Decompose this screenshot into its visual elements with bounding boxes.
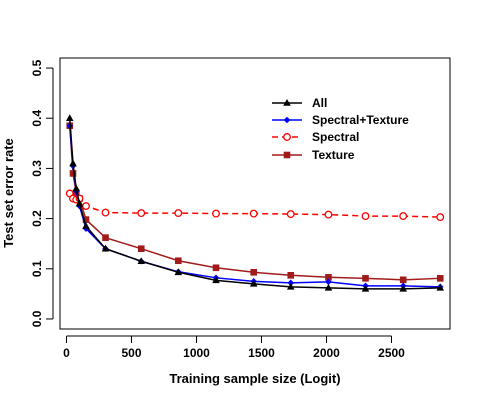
data-point xyxy=(82,222,90,229)
data-point xyxy=(75,199,84,207)
legend-marker xyxy=(283,151,291,159)
data-point xyxy=(324,210,333,219)
legend: All Spectral+Texture Spectral Texture xyxy=(272,96,409,162)
series-line xyxy=(69,125,441,288)
legend-item: Spectral xyxy=(272,130,359,144)
data-point xyxy=(287,272,295,279)
data-point xyxy=(212,264,220,272)
legend-item: All xyxy=(272,96,327,110)
legend-label: Spectral+Texture xyxy=(312,113,409,127)
legend-label: Spectral xyxy=(312,130,359,144)
x-tick-label: 1000 xyxy=(183,346,210,360)
x-tick-label: 0 xyxy=(63,346,70,360)
data-point xyxy=(137,257,146,265)
data-point xyxy=(325,274,332,281)
data-point xyxy=(436,275,444,282)
data-point xyxy=(399,276,407,284)
x-axis: 0 500 1000 1500 2000 2500 xyxy=(63,335,405,360)
data-point xyxy=(249,279,258,287)
legend-label: Texture xyxy=(312,148,355,162)
data-point xyxy=(399,284,407,292)
data-point xyxy=(174,209,183,218)
data-point xyxy=(286,282,295,290)
y-tick-label: 0.0 xyxy=(30,310,44,327)
data-point xyxy=(325,278,332,286)
plot-frame xyxy=(59,57,451,330)
data-point xyxy=(101,244,110,252)
data-point xyxy=(287,279,295,287)
series-layer xyxy=(65,114,445,292)
data-point xyxy=(250,268,257,276)
series-line xyxy=(69,118,441,290)
data-point xyxy=(72,184,81,192)
y-tick-label: 0.3 xyxy=(30,160,44,177)
data-point xyxy=(361,284,370,292)
legend-item: Spectral+Texture xyxy=(272,113,409,127)
data-point xyxy=(362,275,369,282)
data-point xyxy=(436,283,445,291)
data-point xyxy=(436,213,445,222)
data-point xyxy=(174,268,183,276)
data-point xyxy=(212,209,220,218)
y-axis-title: Test set error rate xyxy=(1,138,16,248)
data-point xyxy=(212,276,220,284)
legend-marker xyxy=(283,133,291,141)
data-point xyxy=(361,212,370,221)
series-spectral xyxy=(65,189,445,222)
data-point xyxy=(137,245,145,253)
data-point xyxy=(69,159,77,167)
x-tick-label: 1500 xyxy=(248,346,275,360)
y-tick-label: 0.4 xyxy=(30,110,44,127)
data-point xyxy=(137,209,146,218)
data-point xyxy=(65,114,74,122)
data-point xyxy=(82,216,90,223)
y-tick-label: 0.2 xyxy=(30,210,44,227)
data-point xyxy=(69,170,77,177)
legend-item: Texture xyxy=(272,148,355,162)
x-tick-label: 500 xyxy=(121,346,141,360)
legend-marker xyxy=(283,116,291,124)
data-point xyxy=(399,212,408,221)
data-point xyxy=(324,283,333,291)
data-point xyxy=(286,210,295,219)
y-axis: 0.0 0.1 0.2 0.3 0.4 0.5 xyxy=(30,59,54,327)
series-all xyxy=(65,114,445,292)
data-point xyxy=(102,234,109,241)
legend-label: All xyxy=(312,96,327,110)
data-point xyxy=(101,208,110,217)
y-tick-label: 0.5 xyxy=(30,59,44,76)
x-tick-label: 2500 xyxy=(378,346,405,360)
data-point xyxy=(82,202,90,210)
data-point xyxy=(175,257,182,265)
y-tick-label: 0.1 xyxy=(30,260,44,277)
series-spectral-texture xyxy=(66,122,444,291)
series-texture xyxy=(66,122,444,284)
x-tick-label: 2000 xyxy=(313,346,340,360)
data-point xyxy=(249,209,258,218)
x-axis-title: Training sample size (Logit) xyxy=(169,371,340,386)
series-line xyxy=(69,125,441,281)
legend-marker xyxy=(283,99,291,106)
